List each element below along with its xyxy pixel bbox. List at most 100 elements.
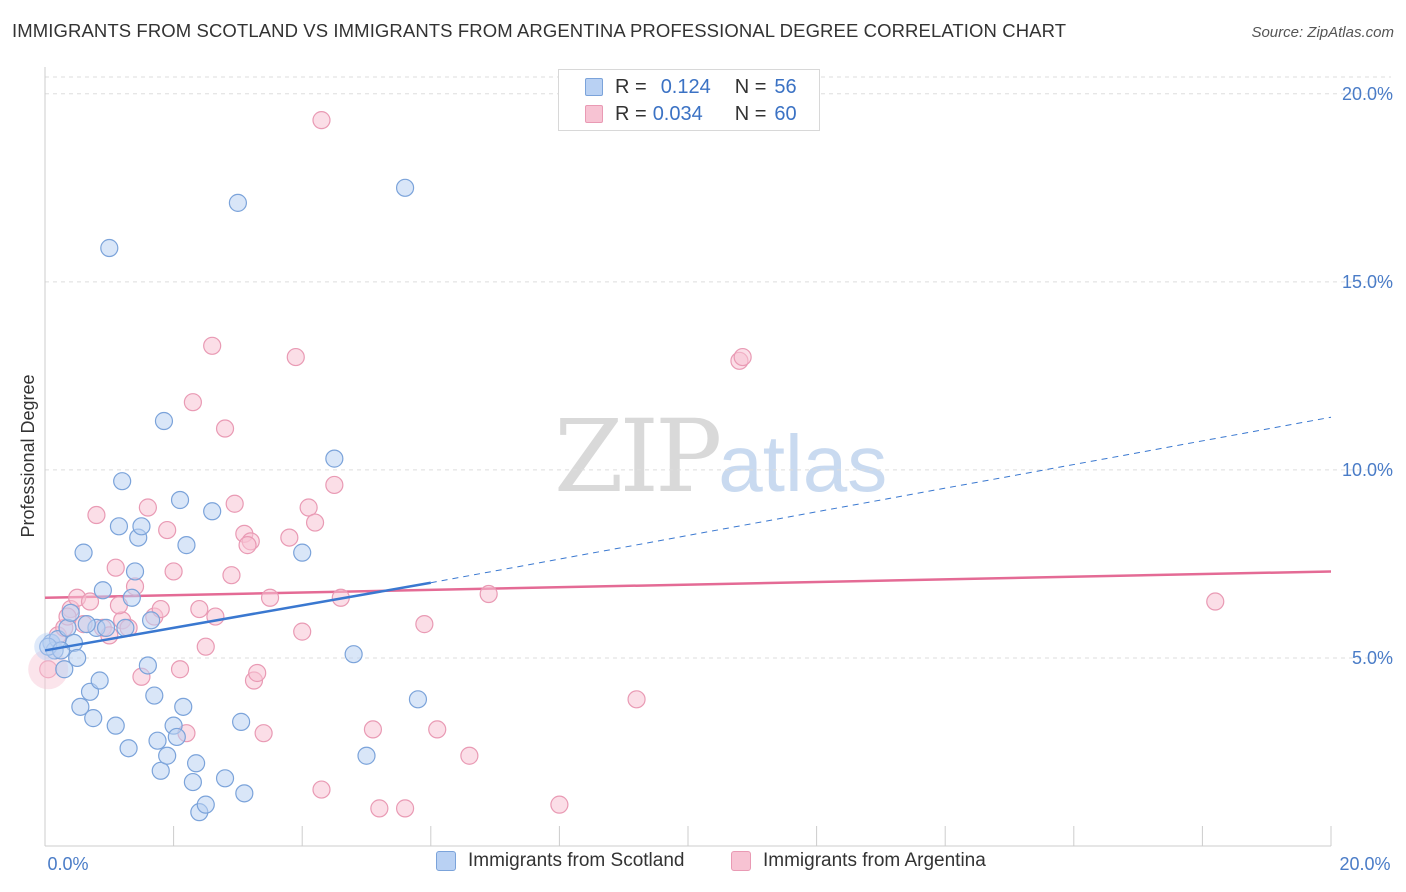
argentina-point	[138, 498, 157, 517]
argentina-point	[286, 347, 305, 367]
scotland-point	[100, 238, 119, 258]
scotland-point	[84, 709, 103, 728]
argentina-point	[293, 622, 312, 641]
scotland-point	[71, 697, 90, 716]
legend-n-value-scotland: 56	[774, 75, 797, 98]
argentina-point	[363, 720, 383, 739]
argentina-point	[215, 419, 235, 438]
scotland-trend	[44, 416, 1332, 652]
legend-n-value-argentina: 60	[774, 102, 797, 125]
tick-labels: 5.0% 10.0% 15.0% 20.0% 0.0% 20.0%	[47, 84, 1393, 874]
legend-row-scotland: R = 0.124 N = 56	[585, 74, 797, 100]
argentina-point	[428, 720, 447, 739]
argentina-point	[248, 663, 267, 683]
scotland-point	[196, 795, 215, 814]
scotland-point	[151, 761, 170, 780]
x-tick-label-right: 20.0%	[1339, 854, 1390, 874]
scotland-point	[187, 754, 206, 773]
argentina-point	[1206, 592, 1225, 611]
scotland-point	[228, 193, 247, 212]
scotland-point	[174, 697, 193, 716]
legend-swatch-argentina	[585, 105, 603, 123]
scotland-point	[344, 645, 363, 664]
grid-lines	[45, 76, 1391, 659]
y-axis-label: Professional Degree	[18, 374, 38, 537]
scotland-point	[138, 656, 157, 675]
legend-r-value-argentina: 0.034	[652, 102, 703, 125]
scotland-trend-line	[44, 581, 432, 652]
argentina-point	[733, 347, 752, 367]
argentina-point	[325, 475, 344, 495]
scotland-point	[77, 615, 96, 634]
bottom-legend-argentina: Immigrants from Argentina	[731, 850, 986, 872]
legend: R = 0.124 N = 56 R = 0.034 N = 60	[558, 69, 820, 131]
scotland-point	[235, 784, 254, 803]
legend-r-label: R =	[615, 75, 647, 98]
scotland-point	[158, 746, 177, 765]
scotland-point	[232, 712, 251, 731]
scotland-point	[167, 727, 186, 747]
scotland-point	[154, 411, 174, 431]
argentina-point	[312, 111, 331, 130]
scotland-point	[125, 562, 145, 581]
scotland-point	[325, 449, 344, 468]
legend-r-value-scotland: 0.124	[660, 75, 711, 98]
argentina-point	[170, 660, 190, 679]
legend-n-label: N =	[734, 75, 767, 98]
scotland-point	[183, 772, 202, 792]
y-tick-label: 10.0%	[1342, 460, 1393, 480]
argentina-point	[222, 566, 241, 585]
scotland-point	[61, 603, 80, 622]
argentina-point	[299, 498, 318, 517]
argentina-trend	[44, 570, 1332, 600]
argentina-point	[158, 520, 177, 540]
scotland-point	[109, 517, 129, 536]
argentina-points	[28, 111, 1225, 818]
argentina-point	[479, 584, 498, 604]
argentina-point	[183, 393, 202, 412]
argentina-point	[80, 592, 100, 611]
scotland-point	[96, 618, 116, 637]
scotland-point	[177, 536, 196, 555]
scotland-point	[90, 671, 109, 690]
scotland-point	[58, 618, 77, 637]
scotland-point-cluster	[34, 632, 63, 661]
bottom-legend-swatch-scotland	[436, 851, 456, 871]
argentina-point	[305, 513, 325, 532]
scotland-point	[116, 618, 135, 637]
legend-swatch-scotland	[585, 78, 603, 96]
argentina-point	[370, 799, 389, 818]
bottom-legend-scotland: Immigrants from Scotland	[436, 850, 684, 872]
argentina-point	[415, 615, 434, 634]
argentina-point-cluster	[28, 649, 69, 690]
scotland-point	[93, 581, 112, 600]
argentina-point	[260, 588, 280, 607]
legend-row-argentina: R = 0.034 N = 60	[585, 101, 797, 127]
scotland-point	[106, 716, 125, 735]
bottom-legend-label-scotland: Immigrants from Scotland	[468, 850, 685, 871]
watermark-atlas: atlas	[718, 419, 888, 508]
scotland-point	[148, 731, 167, 750]
argentina-point	[627, 690, 646, 709]
scotland-point	[55, 660, 74, 679]
argentina-point	[550, 795, 569, 814]
argentina-point	[225, 494, 244, 513]
legend-r-label: R =	[615, 102, 647, 125]
scotland-point	[215, 769, 235, 788]
watermark: ZIPatlas	[554, 398, 887, 515]
scotland-point	[74, 543, 93, 562]
scotland-points	[34, 178, 428, 822]
y-tick-label: 15.0%	[1342, 272, 1393, 292]
source-label: Source: ZipAtlas.com	[1251, 24, 1394, 41]
y-tick-label: 5.0%	[1352, 648, 1393, 668]
argentina-point	[164, 562, 183, 581]
argentina-point	[203, 336, 222, 355]
scotland-point	[145, 686, 164, 705]
argentina-point	[238, 536, 257, 555]
chart-title: IMMIGRANTS FROM SCOTLAND VS IMMIGRANTS F…	[12, 20, 1067, 41]
scotland-point	[68, 648, 87, 668]
scotland-point	[170, 490, 190, 510]
y-tick-label: 20.0%	[1342, 84, 1393, 104]
argentina-point	[280, 528, 299, 547]
scotland-point	[132, 517, 151, 536]
